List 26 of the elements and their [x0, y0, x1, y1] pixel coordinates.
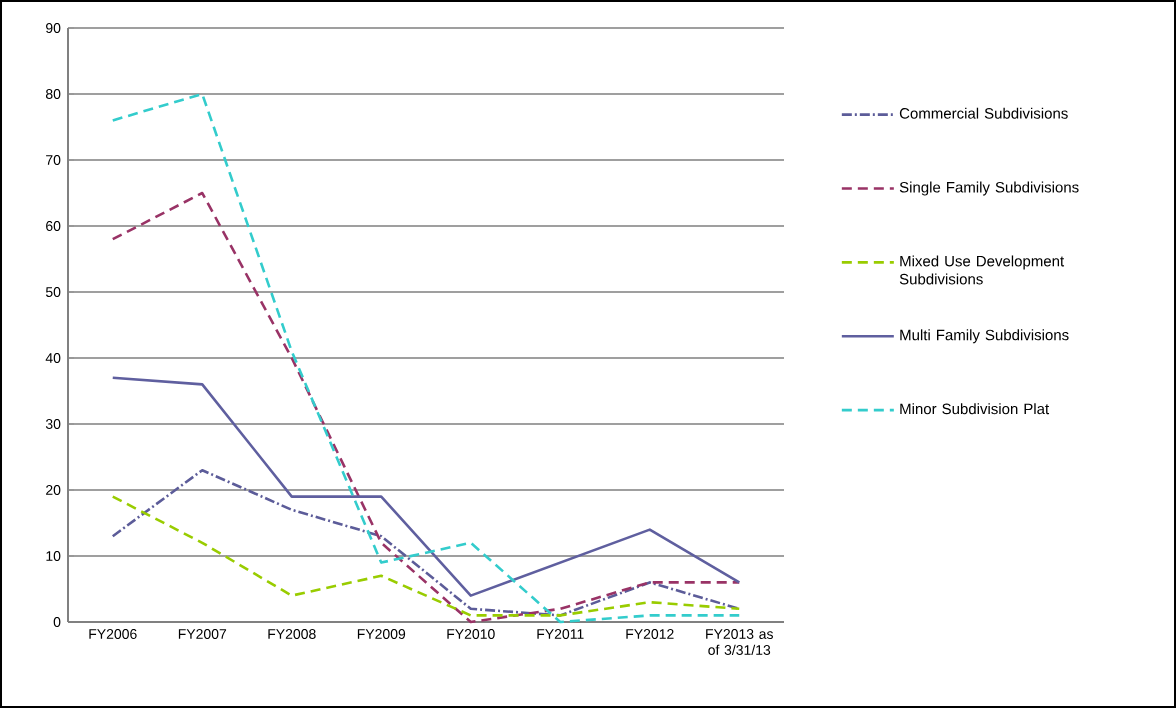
y-tick-label: 90 — [46, 23, 61, 33]
y-tick-label: 0 — [53, 617, 61, 627]
y-tick-label: 10 — [46, 551, 61, 561]
x-tick-label: FY2008 — [268, 629, 316, 639]
line-series — [111, 92, 741, 624]
y-tick-label: 30 — [45, 419, 61, 429]
legend-label: Single Family Subdivisions — [899, 181, 1079, 196]
x-tick-label: FY2010 — [447, 629, 495, 639]
x-tick-label: FY2007 — [178, 629, 227, 639]
y-tick-label: 60 — [46, 221, 61, 231]
y-tick-label: 50 — [45, 287, 61, 297]
x-tick-label: FY2012 — [626, 629, 674, 639]
legend-label: Multi Family Subdivisions — [900, 329, 1069, 344]
y-tick-label: 20 — [46, 485, 61, 495]
legend-label: Commercial Subdivisions — [899, 107, 1068, 119]
legend-label: Minor Subdivision Plat — [900, 403, 1050, 415]
y-tick-label: 80 — [45, 89, 61, 99]
y-tick-label: 40 — [45, 353, 61, 363]
x-tick-label: FY2006 — [89, 629, 137, 639]
line-series — [111, 191, 741, 624]
legend-label: Mixed Use Development Subdivisions — [899, 255, 1065, 285]
line-series — [111, 495, 741, 617]
x-tick-label: FY2009 — [357, 629, 406, 639]
x-tick-label: FY2011 — [537, 629, 584, 639]
y-tick-label: 70 — [46, 155, 61, 165]
x-tick-label: FY2013 as of 3/31/13 — [706, 629, 773, 655]
